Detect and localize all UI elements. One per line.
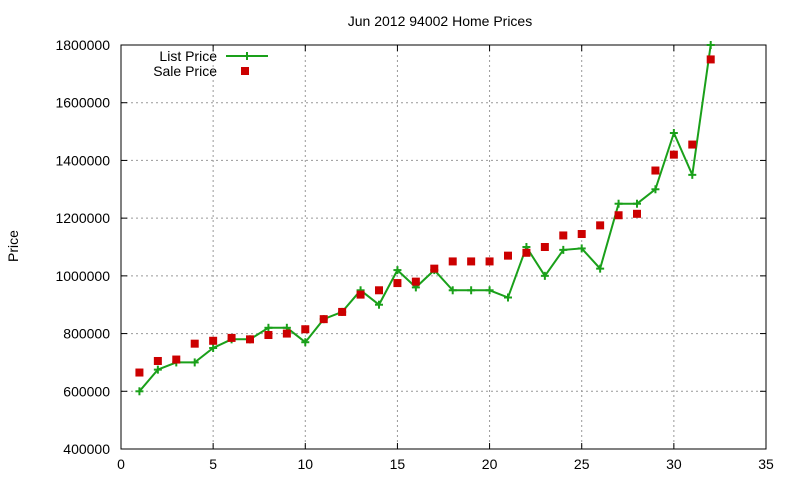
list-price-point xyxy=(264,323,273,332)
x-axis: 0 5 10 15 20 25 30 35 xyxy=(117,45,774,472)
sale-price-point xyxy=(338,307,347,316)
sale-price-point xyxy=(448,257,457,266)
list-price-point xyxy=(633,199,641,208)
sale-price-point xyxy=(522,248,531,257)
y-tick-label: 1600000 xyxy=(55,95,110,111)
sale-price-point xyxy=(651,166,660,175)
list-price-point xyxy=(651,185,660,194)
list-price-point xyxy=(614,199,623,208)
sale-price-point xyxy=(301,325,310,334)
sale-price-point xyxy=(504,251,512,260)
x-tick-label: 20 xyxy=(482,456,498,472)
legend-swatch-list-marker xyxy=(243,52,251,60)
chart-title: Jun 2012 94002 Home Prices xyxy=(348,13,532,29)
legend-label-list-price: List Price xyxy=(159,48,217,64)
gridlines xyxy=(121,45,766,449)
list-price-point xyxy=(448,286,457,295)
legend: List Price Sale Price xyxy=(153,48,268,79)
list-price-point xyxy=(485,286,494,295)
x-tick-label: 35 xyxy=(758,456,774,472)
list-price-point xyxy=(706,41,715,49)
sale-price-point xyxy=(596,221,605,230)
x-tick-label: 30 xyxy=(666,456,682,472)
list-price-point xyxy=(135,387,144,396)
list-price-point xyxy=(504,293,512,302)
sale-price-point xyxy=(375,286,383,295)
sale-price-point xyxy=(172,355,181,364)
y-tick-label: 1400000 xyxy=(55,152,110,168)
legend-swatch-sale-marker xyxy=(241,67,249,75)
y-axis: 400000 600000 800000 1000000 1200000 1400000 1… xyxy=(55,37,766,457)
list-price-point xyxy=(559,245,568,254)
sale-price-point xyxy=(559,231,568,240)
sale-price-point xyxy=(190,339,199,348)
sale-price-point xyxy=(540,243,549,251)
sale-price-point xyxy=(411,277,420,286)
sale-price-point xyxy=(633,209,641,218)
sale-price-point xyxy=(135,368,144,377)
x-tick-label: 25 xyxy=(574,456,590,472)
sale-price-point xyxy=(153,356,162,365)
x-tick-label: 5 xyxy=(209,456,217,472)
list-price-point xyxy=(540,271,549,280)
list-price-point xyxy=(577,244,586,253)
sale-price-point xyxy=(282,329,291,338)
y-tick-label: 1000000 xyxy=(55,268,110,284)
series-sale-price xyxy=(135,55,715,377)
sale-price-point xyxy=(688,140,697,149)
sale-price-point xyxy=(356,290,365,299)
sale-price-point xyxy=(669,150,678,159)
y-tick-label: 400000 xyxy=(63,441,110,457)
sale-price-point xyxy=(577,230,586,239)
sale-price-point xyxy=(614,211,623,220)
sale-price-point xyxy=(319,315,328,324)
y-axis-label: Price xyxy=(5,230,21,262)
list-price-point xyxy=(669,129,678,138)
list-price-line xyxy=(138,44,712,392)
sale-price-point xyxy=(246,335,254,344)
sale-price-point xyxy=(393,279,402,288)
x-tick-label: 0 xyxy=(117,456,125,472)
list-price-point xyxy=(688,170,697,179)
sale-price-point xyxy=(209,336,218,345)
list-price-point xyxy=(153,365,162,374)
plot-frame xyxy=(120,44,767,450)
list-price-point xyxy=(467,286,476,295)
sale-price-point xyxy=(430,264,439,273)
y-tick-label: 1800000 xyxy=(55,37,110,53)
list-price-point xyxy=(301,338,310,347)
x-tick-label: 10 xyxy=(297,456,313,472)
list-price-point xyxy=(596,264,605,273)
y-tick-label: 1200000 xyxy=(55,210,110,226)
sale-price-point xyxy=(467,257,476,266)
legend-label-sale-price: Sale Price xyxy=(153,63,217,79)
sale-price-point xyxy=(227,333,236,342)
sale-price-point xyxy=(706,55,715,64)
list-price-point xyxy=(393,266,402,275)
sale-price-point xyxy=(485,257,494,266)
list-price-point xyxy=(190,358,199,367)
list-price-point xyxy=(375,300,383,309)
y-tick-label: 600000 xyxy=(63,383,110,399)
list-price-point xyxy=(209,344,218,352)
y-tick-label: 800000 xyxy=(63,326,110,342)
x-tick-label: 15 xyxy=(390,456,406,472)
sale-price-point xyxy=(264,331,273,340)
